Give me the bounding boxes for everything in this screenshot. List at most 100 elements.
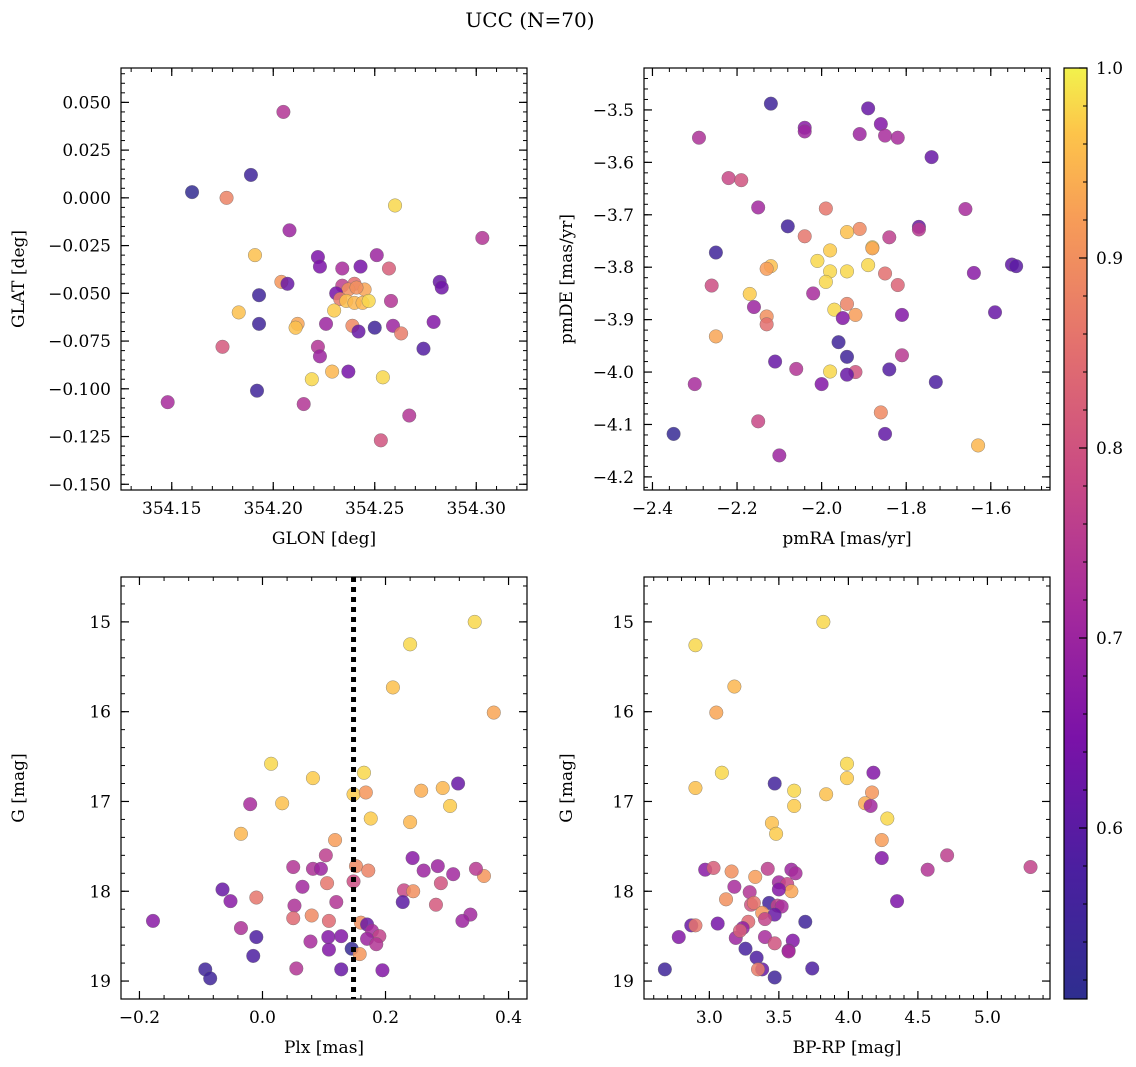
scatter-point — [321, 929, 336, 945]
x-tick-label: 4.0 — [835, 1008, 862, 1028]
scatter-point — [691, 130, 707, 145]
scatter-point — [231, 305, 246, 320]
panel-bottom-right: 3.0 3.5 4.0 4.5 5.0 15 16 17 18 19 BP-RP [mag] G [m… — [557, 576, 1051, 1058]
scatter-point — [727, 679, 742, 694]
y-tick-label: −4.2 — [593, 468, 634, 488]
colorbar-tick-label: 0.8 — [1096, 439, 1123, 459]
scatter-point — [781, 944, 796, 959]
y-tick-label: 0.050 — [62, 93, 111, 113]
scatter-point — [734, 173, 749, 188]
scatter-point — [287, 898, 302, 913]
scatter-point — [787, 783, 802, 798]
axes-frame — [643, 67, 1051, 491]
scatter-point — [403, 637, 418, 652]
scatter-point — [321, 913, 336, 928]
scatter-point — [710, 916, 725, 931]
scatter-point — [861, 101, 876, 116]
scatter-point — [966, 265, 981, 281]
scatter-point — [223, 894, 238, 909]
scatter-point — [767, 776, 782, 791]
scatter-point — [704, 278, 719, 293]
scatter-point — [890, 130, 905, 145]
scatter-point — [687, 377, 702, 392]
scatter-point — [249, 383, 265, 398]
scatter-point — [305, 771, 320, 786]
scatter-point — [369, 248, 384, 263]
y-tick-label: −0.100 — [48, 380, 111, 400]
x-tick-label: −2.4 — [632, 499, 673, 519]
scatter-point — [434, 280, 449, 295]
x-tick-label: 354.15 — [142, 499, 201, 519]
scatter-point — [312, 259, 327, 274]
scatter-point — [428, 897, 444, 912]
x-tick-label: −1.8 — [886, 499, 927, 519]
y-axis-label: pmDE [mas/yr] — [557, 214, 577, 344]
colorbar-tick-label: 0.9 — [1096, 249, 1123, 269]
scatter-point — [768, 354, 783, 369]
y-tick-label: −3.6 — [593, 153, 634, 173]
x-axis-label: GLON [deg] — [272, 529, 376, 549]
scatter-point — [249, 890, 264, 905]
x-tick-label: 3.0 — [696, 1008, 723, 1028]
scatter-point — [430, 859, 445, 874]
x-tick-label: 354.30 — [447, 499, 506, 519]
scatter-point — [839, 756, 855, 771]
scatter-point — [388, 198, 403, 213]
scatter-point — [751, 414, 766, 429]
scatter-point — [334, 962, 349, 977]
x-axis-label: BP-RP [mag] — [793, 1038, 902, 1058]
scatter-point — [435, 780, 450, 796]
scatter-point — [878, 266, 893, 281]
scatter-point — [356, 765, 372, 780]
scatter-point — [709, 705, 724, 720]
scatter-point — [361, 293, 376, 309]
scatter-point — [443, 798, 458, 814]
scatter-point — [426, 314, 441, 330]
scatter-point — [721, 171, 736, 186]
y-tick-label: −3.5 — [593, 101, 634, 121]
scatter-point — [468, 861, 483, 876]
scatter-point — [751, 200, 766, 215]
scatter-point — [318, 316, 334, 331]
x-tick-label: −0.2 — [119, 1008, 160, 1028]
scatter-point — [746, 299, 762, 315]
scatter-point — [321, 942, 336, 957]
scatter-point — [780, 219, 795, 234]
y-tick-label: 16 — [89, 703, 111, 723]
scatter-point — [288, 320, 303, 335]
scatter-point — [416, 341, 431, 356]
scatter-point — [320, 876, 335, 891]
scatter-point — [848, 307, 863, 322]
scatter-point — [486, 705, 501, 720]
x-tick-label: 5.0 — [974, 1008, 1001, 1028]
y-tick-label: 17 — [612, 792, 634, 812]
scatter-point — [746, 895, 761, 910]
scatter-point — [835, 311, 850, 326]
scatter-point — [797, 229, 812, 244]
scatter-point — [363, 811, 378, 826]
scatter-point — [806, 286, 821, 301]
scatter-point — [911, 222, 926, 237]
scatter-point — [878, 426, 893, 441]
scatter-point — [839, 349, 855, 364]
y-tick-label: −0.125 — [48, 428, 111, 448]
x-tick-label: 354.25 — [345, 499, 404, 519]
scatter-point — [882, 362, 897, 377]
scatter-point — [924, 150, 939, 165]
scatter-point — [318, 848, 333, 863]
scatter-point — [296, 397, 311, 412]
scatter-point — [403, 815, 418, 830]
scatter-point — [852, 221, 867, 236]
x-tick-label: 0.0 — [249, 1008, 276, 1028]
scatter-point — [280, 276, 295, 291]
scatter-point — [827, 302, 842, 317]
scatter-point — [475, 230, 490, 245]
scatter-point — [763, 96, 778, 111]
panel-bottom-left: −0.2 0.0 0.2 0.4 15 16 17 18 19 Plx [mas] G [mag] — [9, 576, 528, 1058]
y-tick-label: −0.150 — [48, 475, 111, 495]
scatter-point — [771, 882, 786, 897]
x-tick-label: −2.0 — [801, 499, 842, 519]
x-axis-label: pmRA [mas/yr] — [782, 529, 911, 549]
scatter-point — [863, 798, 878, 814]
x-tick-label: 0.4 — [495, 1008, 522, 1028]
